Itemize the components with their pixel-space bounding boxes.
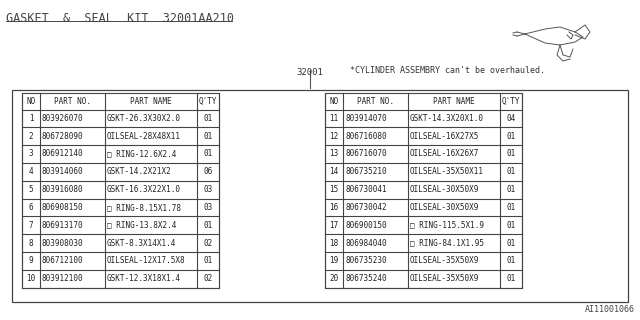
Text: □ RING-13.8X2.4: □ RING-13.8X2.4	[107, 221, 177, 230]
Text: OILSEAL-12X17.5X8: OILSEAL-12X17.5X8	[107, 256, 186, 265]
Text: 8: 8	[29, 238, 33, 247]
Text: 17: 17	[330, 221, 339, 230]
Text: □ RING-8.15X1.78: □ RING-8.15X1.78	[107, 203, 181, 212]
Text: NO: NO	[26, 97, 36, 106]
Text: 4: 4	[29, 167, 33, 176]
Text: 01: 01	[204, 256, 212, 265]
Text: 9: 9	[29, 256, 33, 265]
Text: 806716080: 806716080	[345, 132, 387, 141]
Text: 14: 14	[330, 167, 339, 176]
Text: 806984040: 806984040	[345, 238, 387, 247]
Text: 01: 01	[506, 203, 516, 212]
Text: NO: NO	[330, 97, 339, 106]
Text: 806716070: 806716070	[345, 149, 387, 158]
Text: 01: 01	[506, 274, 516, 283]
Text: □ RING-84.1X1.95: □ RING-84.1X1.95	[410, 238, 484, 247]
Text: 803912100: 803912100	[42, 274, 84, 283]
Text: Q'TY: Q'TY	[502, 97, 520, 106]
Text: 18: 18	[330, 238, 339, 247]
Text: GSKT-12.3X18X1.4: GSKT-12.3X18X1.4	[107, 274, 181, 283]
Text: 01: 01	[506, 132, 516, 141]
Text: □ RING-12.6X2.4: □ RING-12.6X2.4	[107, 149, 177, 158]
Text: GSKT-26.3X30X2.0: GSKT-26.3X30X2.0	[107, 114, 181, 123]
Text: 11: 11	[330, 114, 339, 123]
Text: 01: 01	[204, 149, 212, 158]
Text: 06: 06	[204, 167, 212, 176]
Text: 01: 01	[204, 221, 212, 230]
Bar	[22, 93, 219, 287]
Text: 1: 1	[29, 114, 33, 123]
Text: 01: 01	[506, 167, 516, 176]
Text: OILSEAL-16X26X7: OILSEAL-16X26X7	[410, 149, 479, 158]
Text: 806730042: 806730042	[345, 203, 387, 212]
Text: 10: 10	[26, 274, 36, 283]
Text: 806735240: 806735240	[345, 274, 387, 283]
Text: 15: 15	[330, 185, 339, 194]
Text: 02: 02	[204, 238, 212, 247]
Text: 803926070: 803926070	[42, 114, 84, 123]
Text: PART NAME: PART NAME	[433, 97, 475, 106]
Bar	[12, 90, 628, 302]
Text: 806913170: 806913170	[42, 221, 84, 230]
Text: 01: 01	[506, 221, 516, 230]
Text: 803914070: 803914070	[345, 114, 387, 123]
Text: 16: 16	[330, 203, 339, 212]
Text: PART NO.: PART NO.	[357, 97, 394, 106]
Text: 2: 2	[29, 132, 33, 141]
Text: 32001: 32001	[296, 68, 323, 77]
Text: Q'TY: Q'TY	[199, 97, 217, 106]
Text: 02: 02	[204, 274, 212, 283]
Text: GSKT-14.3X20X1.0: GSKT-14.3X20X1.0	[410, 114, 484, 123]
Text: 3: 3	[29, 149, 33, 158]
Text: 01: 01	[506, 238, 516, 247]
Text: OILSEAL-35X50X9: OILSEAL-35X50X9	[410, 274, 479, 283]
Text: □ RING-115.5X1.9: □ RING-115.5X1.9	[410, 221, 484, 230]
Text: PART NO.: PART NO.	[54, 97, 91, 106]
Text: 806908150: 806908150	[42, 203, 84, 212]
Text: OILSEAL-16X27X5: OILSEAL-16X27X5	[410, 132, 479, 141]
Text: OILSEAL-35X50X11: OILSEAL-35X50X11	[410, 167, 484, 176]
Text: OILSEAL-28X48X11: OILSEAL-28X48X11	[107, 132, 181, 141]
Text: 803914060: 803914060	[42, 167, 84, 176]
Text: GASKET  &  SEAL  KIT  32001AA210: GASKET & SEAL KIT 32001AA210	[6, 12, 234, 25]
Text: 7: 7	[29, 221, 33, 230]
Text: 03: 03	[204, 185, 212, 194]
Text: 01: 01	[506, 149, 516, 158]
Text: 803908030: 803908030	[42, 238, 84, 247]
Bar	[325, 93, 522, 287]
Text: 01: 01	[506, 185, 516, 194]
Text: 01: 01	[204, 132, 212, 141]
Text: 806735230: 806735230	[345, 256, 387, 265]
Text: OILSEAL-35X50X9: OILSEAL-35X50X9	[410, 256, 479, 265]
Text: 12: 12	[330, 132, 339, 141]
Text: 806712100: 806712100	[42, 256, 84, 265]
Text: 806900150: 806900150	[345, 221, 387, 230]
Text: 806730041: 806730041	[345, 185, 387, 194]
Text: 806735210: 806735210	[345, 167, 387, 176]
Text: 806912140: 806912140	[42, 149, 84, 158]
Text: 19: 19	[330, 256, 339, 265]
Text: 806728090: 806728090	[42, 132, 84, 141]
Text: GSKT-14.2X21X2: GSKT-14.2X21X2	[107, 167, 172, 176]
Text: 5: 5	[29, 185, 33, 194]
Text: *CYLINDER ASSEMBRY can't be overhauled.: *CYLINDER ASSEMBRY can't be overhauled.	[350, 66, 545, 75]
Text: 01: 01	[506, 256, 516, 265]
Text: OILSEAL-30X50X9: OILSEAL-30X50X9	[410, 185, 479, 194]
Text: 01: 01	[204, 114, 212, 123]
Text: GSKT-8.3X14X1.4: GSKT-8.3X14X1.4	[107, 238, 177, 247]
Text: 04: 04	[506, 114, 516, 123]
Text: 13: 13	[330, 149, 339, 158]
Text: PART NAME: PART NAME	[130, 97, 172, 106]
Text: 803916080: 803916080	[42, 185, 84, 194]
Text: 20: 20	[330, 274, 339, 283]
Text: GSKT-16.3X22X1.0: GSKT-16.3X22X1.0	[107, 185, 181, 194]
Text: 03: 03	[204, 203, 212, 212]
Text: AI11001066: AI11001066	[585, 305, 635, 314]
Text: 6: 6	[29, 203, 33, 212]
Text: OILSEAL-30X50X9: OILSEAL-30X50X9	[410, 203, 479, 212]
